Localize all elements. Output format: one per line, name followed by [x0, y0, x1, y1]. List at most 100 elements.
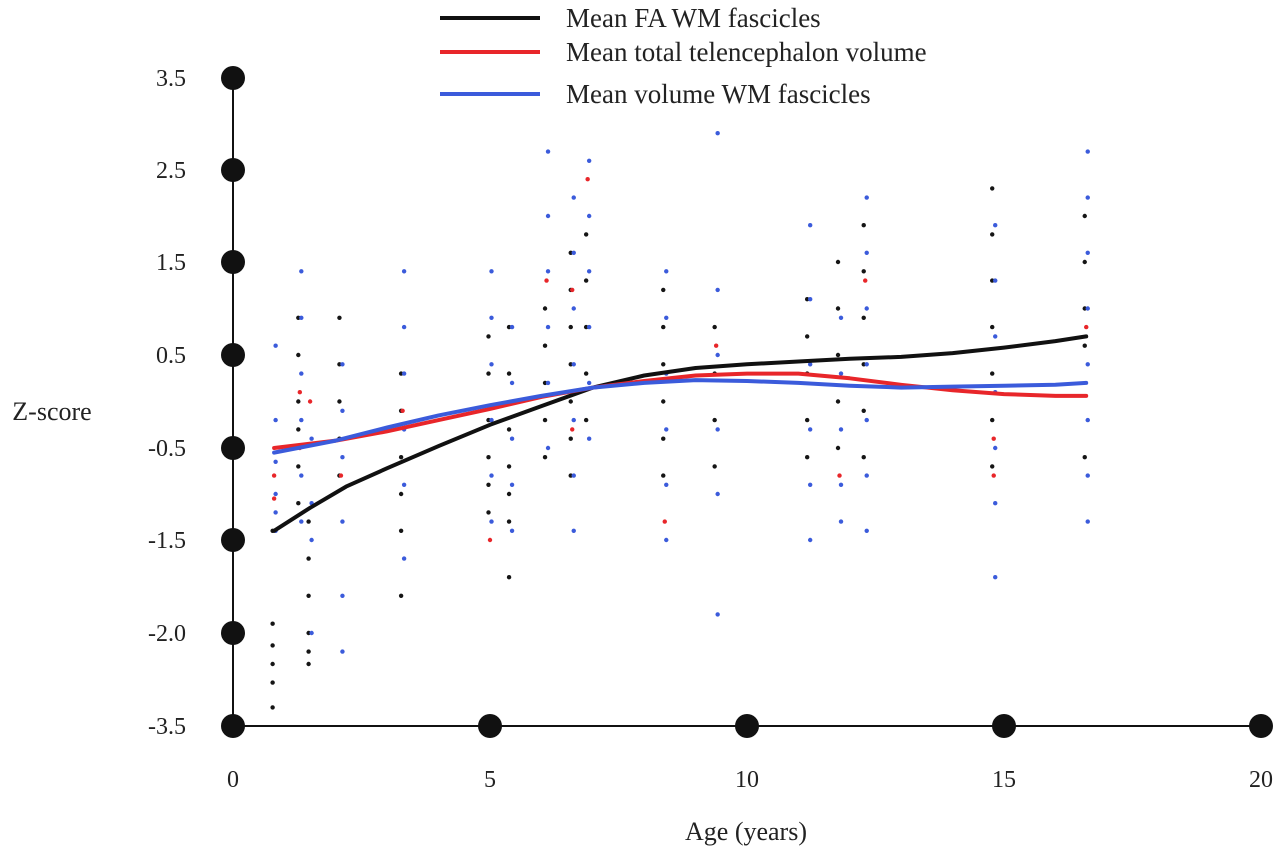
scatter-point-black [486, 334, 491, 339]
scatter-point-blue [993, 445, 998, 451]
scatter-point-black [835, 259, 841, 265]
scatter-point-black [835, 306, 841, 311]
scatter-point-black [398, 528, 404, 533]
scatter-point-black [835, 352, 841, 358]
x-tick-marker [1249, 714, 1273, 738]
scatter-point-blue [715, 491, 720, 497]
scatter-point-blue [586, 380, 592, 386]
scatter-point-blue [401, 371, 407, 376]
scatter-point-blue [340, 649, 345, 654]
y-tick-label: 0.5 [156, 343, 186, 369]
scatter-point-blue [340, 362, 345, 367]
scatter-point-black [506, 371, 512, 376]
scatter-point-blue [401, 269, 407, 274]
scatter-point-blue [864, 473, 869, 478]
scatter-point-blue [340, 408, 345, 413]
scatter-point-blue [571, 528, 576, 533]
scatter-point-black [306, 593, 311, 598]
scatter-point-black [296, 501, 301, 506]
scatter-point-blue [489, 519, 494, 524]
scatter-point-black [990, 232, 995, 237]
scatter-point-black [306, 661, 311, 667]
scatter-point-black [398, 593, 404, 598]
series-line-mean-volume-wm-fascicles [272, 378, 1089, 455]
scatter-point-black [542, 343, 548, 348]
scatter-point-black [306, 649, 311, 654]
scatter-point-black [486, 482, 491, 487]
scatter-point-blue [864, 306, 869, 311]
scatter-point-blue [299, 315, 304, 320]
scatter-point-black [861, 223, 866, 228]
scatter-point-blue [545, 380, 551, 386]
scatter-point-blue [715, 612, 720, 617]
scatter-point-blue [509, 380, 515, 386]
scatter-point-black [861, 315, 866, 320]
scatter-point-blue [1085, 149, 1090, 154]
scatter-point-blue [1085, 195, 1090, 200]
scatter-point-black [712, 417, 717, 423]
scatter-point-black [804, 455, 810, 460]
scatter-point-blue [401, 556, 407, 561]
scatter-point-black [804, 334, 810, 339]
scatter-point-blue [664, 537, 669, 543]
scatter-point-blue [273, 491, 278, 497]
scatter-point-blue [993, 223, 998, 228]
scatter-point-blue [1085, 473, 1090, 478]
scatter-point-blue [309, 630, 314, 636]
scatter-point-blue [664, 482, 669, 487]
scatter-point-black [542, 417, 548, 423]
scatter-point-red [570, 427, 575, 432]
scatter-point-red [570, 287, 575, 293]
scatter-point-black [990, 186, 995, 191]
scatter-point-black [861, 408, 866, 413]
scatter-point-red [713, 343, 719, 348]
x-tick-marker [478, 714, 502, 738]
scatter-point-blue [509, 436, 515, 441]
scatter-point-black [568, 436, 573, 441]
scatter-point-black [661, 324, 666, 330]
x-tick-marker [735, 714, 759, 738]
trend-lines [272, 334, 1089, 533]
scatter-point-black [712, 464, 717, 469]
scatter-point-blue [273, 417, 278, 423]
scatter-point-red [544, 278, 549, 283]
scatter-point-red [271, 496, 277, 501]
scatter-point-black [296, 464, 301, 469]
scatter-point-blue [838, 519, 844, 524]
scatter-point-blue [993, 575, 998, 580]
scatter-point-red [487, 537, 493, 543]
scatter-point-blue [715, 287, 720, 293]
y-tick-label: 3.5 [156, 66, 186, 92]
scatter-point-red [662, 519, 667, 524]
x-tick-label: 15 [992, 767, 1016, 793]
scatter-point-blue [586, 269, 592, 274]
scatter-point-blue [1085, 306, 1090, 311]
scatter-point-blue [838, 427, 844, 432]
scatter-point-blue [299, 473, 304, 478]
scatter-point-black [398, 455, 404, 460]
scatter-point-blue [489, 315, 494, 320]
scatter-point-blue [489, 417, 494, 423]
scatter-point-blue [1085, 519, 1090, 524]
scatter-point-blue [807, 297, 813, 302]
scatter-point-black [296, 399, 301, 404]
y-tick-marker [221, 158, 245, 182]
y-tick-label: -1.5 [148, 528, 186, 554]
scatter-point-blue [993, 334, 998, 339]
scatter-point-blue [807, 537, 813, 543]
scatter-point-black [661, 473, 666, 478]
scatter-point-blue [807, 223, 813, 228]
y-tick-marker [221, 714, 245, 738]
scatter-point-blue [586, 436, 592, 441]
axes: -3.5 -2.0 -1.5 -0.5 0.5 1.5 2.5 3.5 0 5 10 15 20 [148, 66, 1273, 793]
y-tick-label: -3.5 [148, 714, 186, 740]
scatter-point-blue [807, 427, 813, 432]
scatter-point-blue [571, 306, 576, 311]
scatter-point-black [270, 661, 275, 667]
scatter-point-blue [309, 537, 314, 543]
scatter-point-black [337, 315, 342, 320]
scatter-point-black [306, 556, 311, 561]
scatter-point-blue [299, 417, 304, 423]
legend-label: Mean volume WM fascicles [566, 79, 871, 109]
scatter-point-blue [838, 482, 844, 487]
